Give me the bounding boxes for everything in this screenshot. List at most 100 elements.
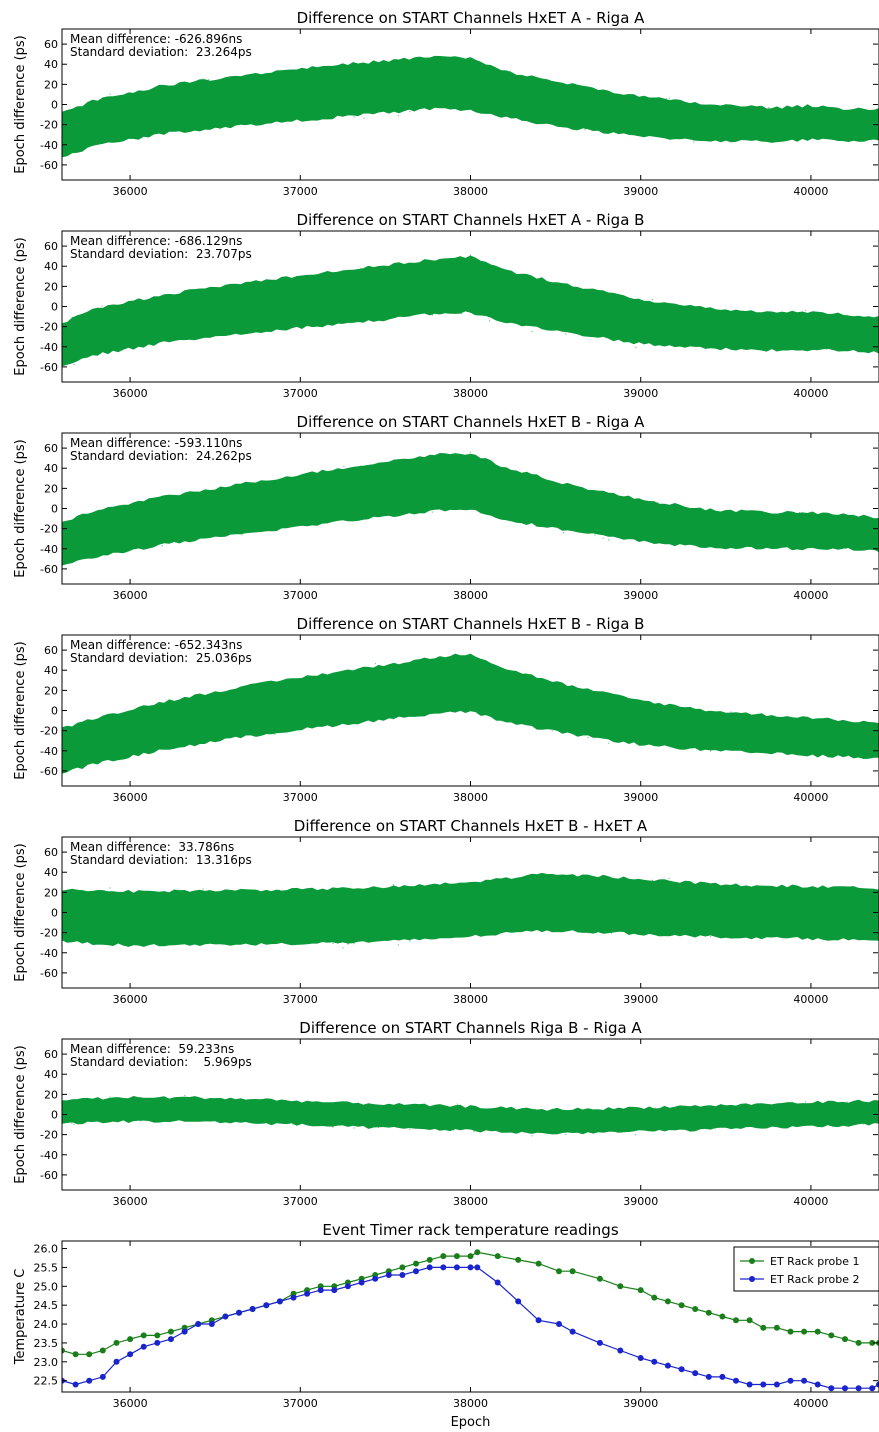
plot-area bbox=[62, 55, 879, 158]
scatter-point bbox=[343, 465, 345, 467]
y-tick-label: 60 bbox=[44, 240, 58, 253]
y-tick-label: 20 bbox=[44, 482, 58, 495]
scatter-point bbox=[531, 330, 533, 333]
scatter-point bbox=[71, 316, 73, 318]
x-tick-label: 36000 bbox=[113, 589, 148, 602]
y-axis-label: Epoch difference (ps) bbox=[13, 237, 28, 376]
scatter-point bbox=[473, 314, 475, 316]
x-tick-label: 39000 bbox=[623, 387, 658, 400]
plot-area bbox=[62, 254, 879, 367]
scatter-point bbox=[109, 93, 111, 95]
scatter-point bbox=[562, 532, 564, 534]
scatter-point bbox=[489, 320, 491, 322]
chart-title: Difference on START Channels HxET A - Ri… bbox=[297, 9, 646, 27]
x-tick-label: 39000 bbox=[623, 185, 658, 198]
scatter-band bbox=[62, 255, 879, 367]
y-tick-label: 0 bbox=[51, 301, 58, 314]
scatter-point bbox=[469, 451, 471, 453]
stats-annotation: Standard deviation: 24.262ps bbox=[70, 449, 252, 463]
scatter-band bbox=[62, 55, 879, 158]
stats-annotation: Standard deviation: 23.264ps bbox=[70, 45, 252, 59]
scatter-point bbox=[798, 512, 801, 514]
plot-area bbox=[62, 653, 879, 774]
x-tick-label: 36000 bbox=[113, 185, 148, 198]
scatter-point bbox=[551, 730, 553, 732]
scatter-point bbox=[509, 70, 511, 73]
scatter-point bbox=[693, 141, 695, 143]
scatter-point bbox=[846, 314, 848, 316]
y-tick-label: -40 bbox=[40, 543, 58, 556]
scatter-point bbox=[584, 129, 586, 131]
y-tick-label: -40 bbox=[40, 341, 58, 354]
x-tick-label: 38000 bbox=[453, 387, 488, 400]
scatter-point bbox=[431, 511, 433, 513]
y-tick-label: -20 bbox=[40, 523, 58, 536]
scatter-point bbox=[657, 502, 659, 504]
x-tick-label: 40000 bbox=[793, 589, 828, 602]
y-tick-label: -20 bbox=[40, 321, 58, 334]
stats-annotation: Mean difference: -626.896ns bbox=[70, 32, 242, 46]
scatter-point bbox=[208, 79, 210, 81]
scatter-point bbox=[219, 128, 221, 130]
scatter-point bbox=[363, 117, 365, 119]
x-tick-label: 40000 bbox=[793, 387, 828, 400]
chart-panel-4: 36000 37000 38000 39000 40000-60-40-20020406… bbox=[13, 615, 879, 804]
scatter-point bbox=[241, 534, 243, 536]
scatter-point bbox=[397, 115, 399, 117]
y-tick-label: 20 bbox=[44, 78, 58, 91]
x-tick-label: 39000 bbox=[623, 589, 658, 602]
chart-panel-3: 36000 37000 38000 39000 40000-60-40-20020406… bbox=[13, 413, 879, 602]
y-tick-label: 0 bbox=[51, 99, 58, 112]
y-tick-label: 60 bbox=[44, 38, 58, 51]
scatter-point bbox=[565, 333, 567, 335]
plot-area bbox=[62, 451, 879, 566]
scatter-point bbox=[587, 737, 589, 739]
scatter-point bbox=[826, 348, 828, 350]
y-tick-label: 20 bbox=[44, 280, 58, 293]
y-tick-label: -60 bbox=[40, 563, 58, 576]
scatter-point bbox=[668, 97, 670, 99]
scatter-point bbox=[730, 711, 732, 713]
y-tick-label: -60 bbox=[40, 159, 58, 172]
y-tick-label: 40 bbox=[44, 462, 58, 475]
stats-annotation: Standard deviation: 23.707ps bbox=[70, 247, 252, 261]
scatter-point bbox=[409, 111, 411, 113]
y-tick-label: 0 bbox=[51, 503, 58, 516]
y-tick-label: 40 bbox=[44, 260, 58, 273]
scatter-point bbox=[140, 298, 142, 300]
scatter-point bbox=[594, 534, 596, 536]
scatter-point bbox=[353, 116, 355, 118]
chart-title: Difference on START Channels HxET B - Ri… bbox=[297, 413, 646, 431]
scatter-point bbox=[360, 465, 362, 467]
y-tick-label: -60 bbox=[40, 361, 58, 374]
scatter-point bbox=[431, 314, 433, 316]
scatter-point bbox=[768, 106, 770, 109]
x-tick-label: 38000 bbox=[453, 589, 488, 602]
y-tick-label: -40 bbox=[40, 139, 58, 152]
scatter-point bbox=[602, 537, 604, 539]
scatter-point bbox=[101, 305, 103, 307]
scatter-point bbox=[202, 78, 204, 80]
x-tick-label: 37000 bbox=[283, 387, 318, 400]
x-tick-label: 37000 bbox=[283, 185, 318, 198]
chart-title: Difference on START Channels HxET A - Ri… bbox=[297, 211, 645, 229]
scatter-point bbox=[608, 539, 610, 541]
scatter-point bbox=[469, 254, 471, 256]
y-tick-label: 40 bbox=[44, 58, 58, 71]
scatter-point bbox=[710, 750, 712, 752]
x-tick-label: 38000 bbox=[453, 185, 488, 198]
scatter-point bbox=[73, 364, 75, 366]
scatter-point bbox=[805, 309, 807, 311]
scatter-point bbox=[374, 663, 377, 665]
y-axis-label: Epoch difference (ps) bbox=[13, 439, 28, 578]
stats-annotation: Mean difference: -686.129ns bbox=[70, 234, 242, 248]
x-tick-label: 37000 bbox=[283, 589, 318, 602]
scatter-point bbox=[635, 346, 637, 348]
scatter-band bbox=[62, 453, 879, 566]
x-tick-label: 36000 bbox=[113, 387, 148, 400]
x-tick-label: 40000 bbox=[793, 185, 828, 198]
scatter-point bbox=[161, 545, 163, 547]
scatter-point bbox=[765, 511, 768, 513]
scatter-point bbox=[460, 313, 462, 315]
